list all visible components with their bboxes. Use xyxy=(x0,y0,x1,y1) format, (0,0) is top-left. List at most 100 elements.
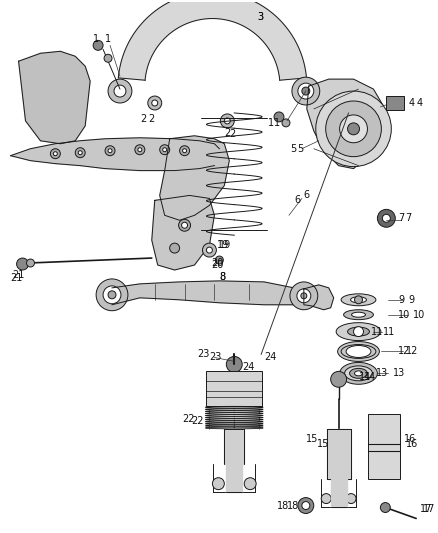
Bar xyxy=(368,414,400,479)
Text: 10: 10 xyxy=(413,310,425,320)
Polygon shape xyxy=(205,413,263,414)
Circle shape xyxy=(170,243,180,253)
Text: 11: 11 xyxy=(383,327,396,337)
Circle shape xyxy=(135,145,145,155)
Circle shape xyxy=(182,222,187,228)
Polygon shape xyxy=(205,427,263,429)
Circle shape xyxy=(302,502,310,510)
Text: 3: 3 xyxy=(257,12,263,21)
Polygon shape xyxy=(331,479,346,506)
Text: 10: 10 xyxy=(398,310,410,320)
Ellipse shape xyxy=(336,322,381,341)
Ellipse shape xyxy=(350,297,367,303)
Circle shape xyxy=(348,123,360,135)
Circle shape xyxy=(93,41,103,50)
Polygon shape xyxy=(205,410,263,412)
Circle shape xyxy=(321,494,331,504)
Text: 17: 17 xyxy=(423,504,435,513)
Circle shape xyxy=(108,291,116,299)
Text: 24: 24 xyxy=(264,352,276,362)
Circle shape xyxy=(282,119,290,127)
Polygon shape xyxy=(152,196,214,270)
Circle shape xyxy=(17,258,28,270)
Polygon shape xyxy=(205,421,263,423)
Polygon shape xyxy=(11,138,219,171)
Circle shape xyxy=(179,219,191,231)
Circle shape xyxy=(183,149,187,152)
Circle shape xyxy=(220,114,234,128)
Circle shape xyxy=(353,327,364,336)
Circle shape xyxy=(244,478,256,490)
Bar xyxy=(386,96,404,110)
Text: 1: 1 xyxy=(93,35,99,44)
Text: 22: 22 xyxy=(191,416,204,426)
Ellipse shape xyxy=(339,362,378,384)
Circle shape xyxy=(162,148,167,152)
Text: 15: 15 xyxy=(317,439,329,449)
Text: 19: 19 xyxy=(217,240,230,250)
Circle shape xyxy=(50,149,60,159)
Text: 11: 11 xyxy=(371,327,383,337)
Circle shape xyxy=(382,214,390,222)
Circle shape xyxy=(224,118,230,124)
Text: 12: 12 xyxy=(398,346,411,357)
Text: 19: 19 xyxy=(219,240,232,250)
Polygon shape xyxy=(304,285,334,310)
Circle shape xyxy=(297,289,311,303)
Text: 14: 14 xyxy=(359,373,371,382)
Ellipse shape xyxy=(346,345,371,358)
Circle shape xyxy=(290,282,318,310)
Polygon shape xyxy=(118,0,307,80)
Text: 1: 1 xyxy=(268,118,274,128)
Text: 4: 4 xyxy=(408,98,414,108)
Circle shape xyxy=(103,286,121,304)
Text: 8: 8 xyxy=(219,272,226,282)
Ellipse shape xyxy=(348,327,369,336)
Circle shape xyxy=(108,79,132,103)
Circle shape xyxy=(380,503,390,513)
Text: 2: 2 xyxy=(224,128,230,138)
Text: 8: 8 xyxy=(219,272,226,282)
Circle shape xyxy=(206,247,212,253)
Circle shape xyxy=(160,145,170,155)
Polygon shape xyxy=(224,429,244,464)
Text: 1: 1 xyxy=(274,118,280,128)
Bar xyxy=(206,372,262,406)
Circle shape xyxy=(104,54,112,62)
Circle shape xyxy=(202,243,216,257)
Circle shape xyxy=(108,149,112,152)
Text: 2: 2 xyxy=(140,114,146,124)
Polygon shape xyxy=(160,136,230,220)
Text: 15: 15 xyxy=(306,434,319,444)
Polygon shape xyxy=(205,406,263,408)
Polygon shape xyxy=(205,415,263,416)
Circle shape xyxy=(180,146,190,156)
Ellipse shape xyxy=(350,368,367,378)
Text: 13: 13 xyxy=(376,368,389,378)
Circle shape xyxy=(316,91,391,167)
Polygon shape xyxy=(307,79,383,168)
Text: 6: 6 xyxy=(304,190,310,200)
Text: 2: 2 xyxy=(148,114,154,124)
Circle shape xyxy=(212,478,224,490)
Circle shape xyxy=(301,293,307,299)
Ellipse shape xyxy=(338,342,379,361)
Polygon shape xyxy=(205,419,263,421)
Ellipse shape xyxy=(345,366,372,381)
Text: 1: 1 xyxy=(105,35,111,44)
Text: 21: 21 xyxy=(13,270,25,280)
Circle shape xyxy=(346,494,356,504)
Ellipse shape xyxy=(354,371,363,376)
Text: 20: 20 xyxy=(212,258,224,268)
Text: 14: 14 xyxy=(364,373,376,382)
Circle shape xyxy=(302,87,310,95)
Text: 20: 20 xyxy=(212,260,224,270)
Circle shape xyxy=(138,148,142,152)
Text: 18: 18 xyxy=(287,500,299,511)
Polygon shape xyxy=(226,464,242,491)
Text: 4: 4 xyxy=(416,98,422,108)
Circle shape xyxy=(298,498,314,513)
Polygon shape xyxy=(205,417,263,418)
Circle shape xyxy=(354,296,363,304)
Ellipse shape xyxy=(343,310,374,320)
